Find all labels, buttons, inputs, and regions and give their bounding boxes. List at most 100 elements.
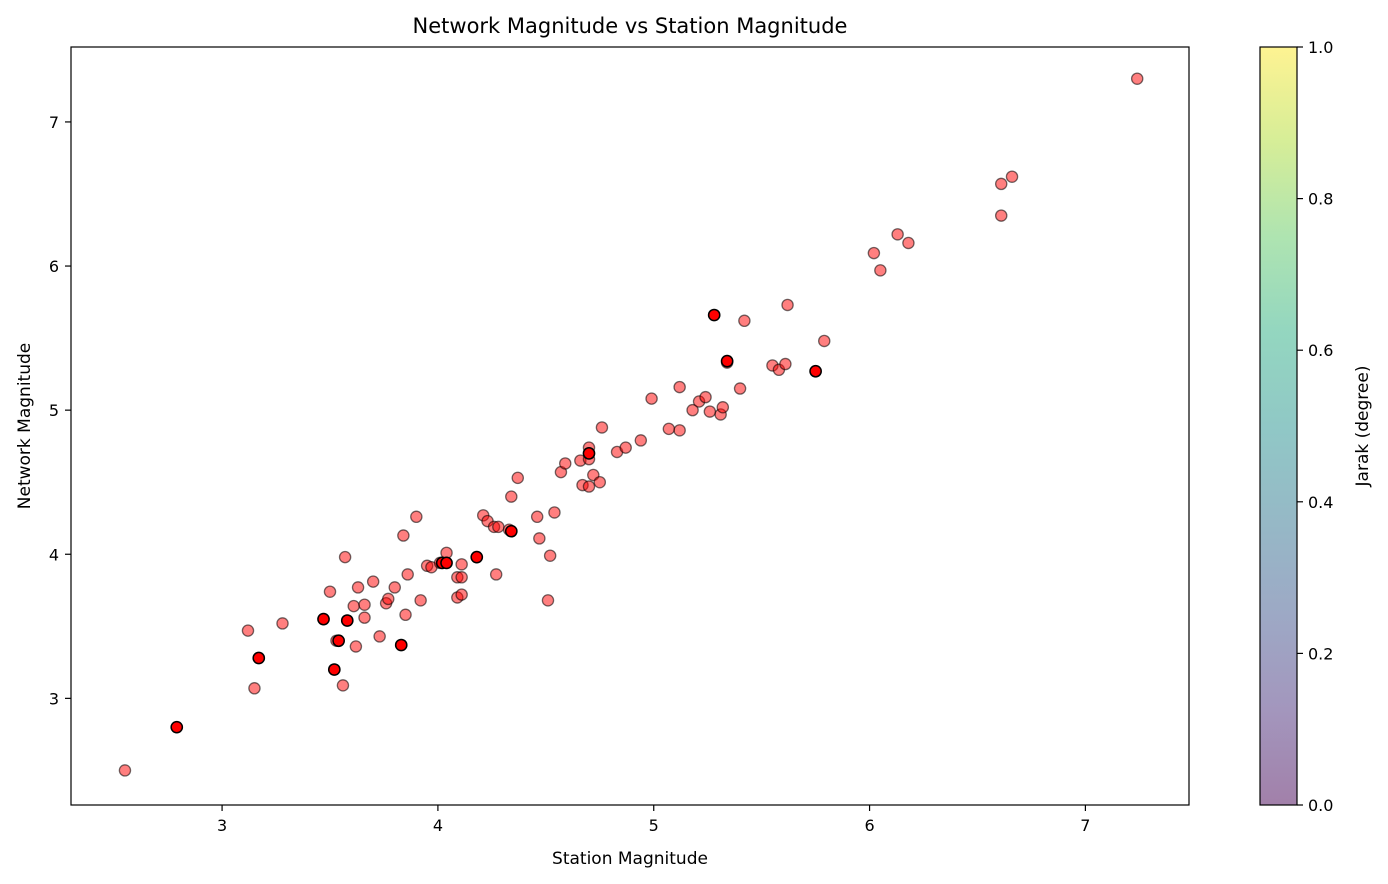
colorbar-tick-label: 0.0 — [1308, 796, 1333, 815]
data-point — [358, 611, 371, 624]
data-point — [645, 392, 658, 405]
y-axis: 3 4 5 6 7 — [49, 113, 71, 708]
data-point — [414, 594, 427, 607]
colorbar-tick-label: 0.8 — [1308, 190, 1333, 209]
chart-title: Network Magnitude vs Station Magnitude — [413, 14, 848, 38]
data-point — [733, 382, 747, 395]
data-point — [511, 471, 525, 485]
colorbar-label: Jarak (degree) — [1353, 366, 1373, 488]
colorbar-tick-label: 1.0 — [1308, 38, 1333, 57]
data-point — [248, 682, 261, 695]
data-point — [867, 246, 881, 260]
highlighted-data-point — [327, 663, 341, 676]
data-point — [891, 228, 904, 241]
data-point — [336, 679, 350, 692]
data-point — [351, 581, 365, 594]
x-tick-label: 5 — [649, 816, 659, 835]
data-point — [455, 571, 468, 584]
data-point — [347, 599, 360, 613]
highlighted-data-point — [582, 447, 596, 460]
colorbar — [1260, 47, 1297, 805]
data-point — [1130, 72, 1144, 85]
data-point — [716, 401, 730, 414]
data-point — [382, 592, 395, 606]
data-point — [492, 520, 505, 534]
highlighted-data-point — [809, 364, 822, 378]
data-point — [455, 558, 468, 571]
data-point — [338, 550, 352, 564]
highlighted-data-point — [470, 550, 484, 564]
highlighted-data-point — [394, 638, 408, 652]
y-tick-label: 3 — [49, 689, 59, 708]
data-point — [559, 457, 572, 470]
y-tick-label: 4 — [49, 545, 59, 564]
highlighted-data-point — [317, 612, 330, 626]
data-point — [366, 575, 380, 588]
data-point — [902, 236, 915, 250]
data-point — [662, 422, 676, 436]
data-point — [323, 585, 337, 598]
data-point — [595, 421, 609, 434]
data-point — [489, 568, 503, 581]
data-point — [781, 298, 794, 312]
colorbar-tick-label: 0.2 — [1308, 644, 1333, 663]
data-point — [533, 532, 546, 545]
data-point — [634, 434, 648, 447]
data-point — [817, 334, 831, 348]
y-tick-label: 6 — [49, 257, 59, 276]
data-point — [673, 424, 686, 437]
data-point — [874, 264, 887, 277]
data-point — [543, 549, 557, 562]
data-point — [276, 617, 289, 630]
y-tick-label: 7 — [49, 113, 59, 132]
highlighted-points-layer — [170, 308, 822, 734]
plot-frame — [70, 46, 1190, 806]
colorbar-ticks: 0.0 0.2 0.4 0.6 0.8 1.0 — [1297, 38, 1333, 815]
data-point — [686, 403, 699, 417]
y-axis-label: Network Magnitude — [15, 343, 35, 509]
data-point — [673, 380, 686, 394]
points-layer — [118, 72, 1144, 777]
highlighted-data-point — [332, 634, 345, 648]
data-point — [349, 640, 363, 653]
data-point — [994, 177, 1008, 191]
data-point — [530, 510, 544, 524]
highlighted-data-point — [504, 524, 518, 538]
colorbar-frame — [1259, 46, 1298, 806]
data-point — [699, 390, 712, 404]
data-point — [399, 608, 412, 622]
highlighted-data-point — [440, 556, 453, 570]
data-point — [619, 441, 632, 454]
x-tick-label: 7 — [1080, 816, 1090, 835]
highlighted-data-point — [252, 651, 266, 665]
data-point — [703, 405, 717, 418]
highlighted-data-point — [170, 720, 184, 734]
x-tick-label: 4 — [433, 816, 443, 835]
x-axis: 3 4 5 6 7 — [217, 805, 1090, 835]
highlighted-data-point — [707, 308, 721, 322]
colorbar-tick-label: 0.6 — [1308, 341, 1333, 360]
x-tick-label: 6 — [864, 816, 874, 835]
highlighted-data-point — [340, 614, 354, 627]
data-point — [401, 568, 414, 581]
data-point — [373, 630, 386, 643]
data-point — [388, 581, 401, 594]
data-point — [582, 480, 596, 493]
y-tick-label: 5 — [49, 401, 59, 420]
data-point — [358, 598, 371, 611]
data-point — [593, 475, 607, 489]
data-point — [779, 357, 792, 371]
data-point — [1005, 170, 1019, 183]
data-point — [738, 314, 751, 328]
x-axis-label: Station Magnitude — [552, 849, 708, 869]
data-point — [410, 510, 423, 524]
data-point — [505, 490, 518, 503]
data-point — [455, 588, 468, 601]
data-point — [118, 764, 132, 777]
data-point — [241, 624, 255, 637]
colorbar-tick-label: 0.4 — [1308, 493, 1333, 512]
data-point — [397, 529, 410, 542]
x-tick-label: 3 — [217, 816, 227, 835]
data-point — [541, 594, 555, 607]
